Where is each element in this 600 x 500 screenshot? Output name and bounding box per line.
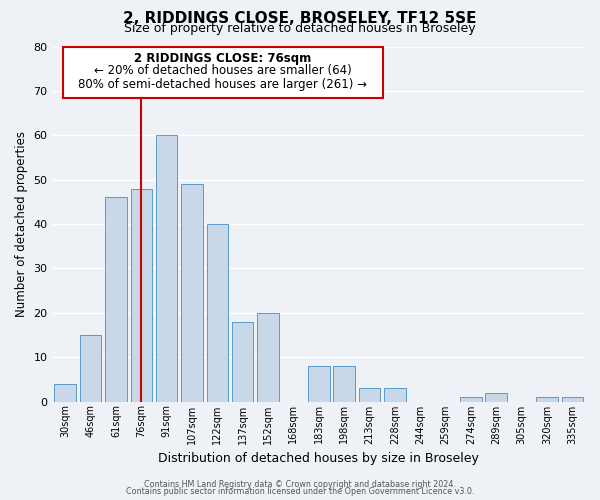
Bar [232, 322, 253, 402]
Bar [105, 198, 127, 402]
Bar [55, 384, 76, 402]
Text: Contains public sector information licensed under the Open Government Licence v3: Contains public sector information licen… [126, 487, 474, 496]
Text: 2, RIDDINGS CLOSE, BROSELEY, TF12 5SE: 2, RIDDINGS CLOSE, BROSELEY, TF12 5SE [123, 11, 477, 26]
Bar [257, 313, 279, 402]
Y-axis label: Number of detached properties: Number of detached properties [15, 131, 28, 317]
Bar [334, 366, 355, 402]
Bar [80, 335, 101, 402]
Bar [131, 188, 152, 402]
Bar [359, 388, 380, 402]
Bar [460, 397, 482, 402]
X-axis label: Distribution of detached houses by size in Broseley: Distribution of detached houses by size … [158, 452, 479, 465]
Bar [308, 366, 329, 402]
FancyBboxPatch shape [63, 46, 383, 98]
Bar [206, 224, 228, 402]
Bar [384, 388, 406, 402]
Bar [156, 136, 178, 402]
Bar [181, 184, 203, 402]
Text: 2 RIDDINGS CLOSE: 76sqm: 2 RIDDINGS CLOSE: 76sqm [134, 52, 311, 65]
Text: Contains HM Land Registry data © Crown copyright and database right 2024.: Contains HM Land Registry data © Crown c… [144, 480, 456, 489]
Text: ← 20% of detached houses are smaller (64): ← 20% of detached houses are smaller (64… [94, 64, 352, 78]
Bar [536, 397, 558, 402]
Text: Size of property relative to detached houses in Broseley: Size of property relative to detached ho… [124, 22, 476, 35]
Bar [562, 397, 583, 402]
Text: 80% of semi-detached houses are larger (261) →: 80% of semi-detached houses are larger (… [79, 78, 367, 90]
Bar [485, 392, 507, 402]
